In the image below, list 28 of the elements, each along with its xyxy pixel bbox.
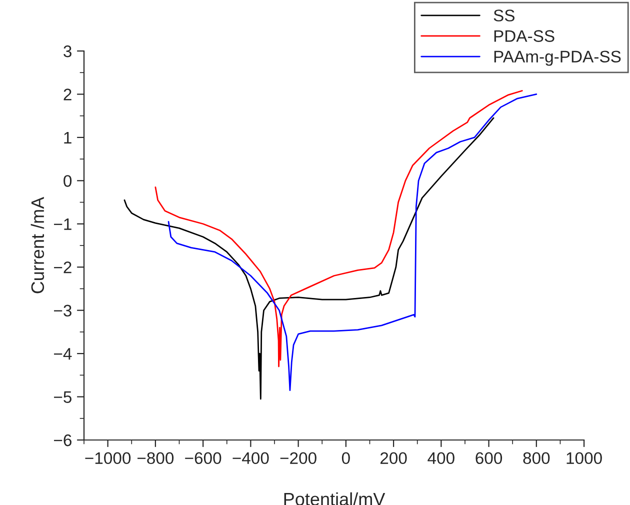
x-tick-label: 1000 — [566, 452, 602, 464]
x-tick-label: 0 — [342, 452, 350, 464]
x-tick-label: −600 — [185, 452, 222, 464]
y-tick-label: −5 — [54, 391, 72, 403]
y-axis-title: Current /mA — [30, 196, 44, 294]
y-tick-label: −6 — [54, 434, 72, 446]
x-tick-label: −200 — [280, 452, 316, 464]
y-tick-label: −2 — [54, 262, 72, 274]
y-tick-label: 2 — [64, 88, 72, 100]
y-tick-label: −3 — [54, 304, 72, 317]
y-tick-label: 0 — [64, 175, 72, 187]
x-tick-label: −800 — [137, 452, 174, 464]
legend-label: SS — [494, 10, 514, 22]
line-series — [154, 90, 523, 368]
legend-label: PDA-SS — [494, 30, 554, 42]
line-series — [124, 117, 494, 400]
x-tick-label: 800 — [523, 452, 550, 464]
y-tick-label: −4 — [54, 348, 72, 360]
x-tick-label: 400 — [428, 452, 454, 464]
line-series — [168, 94, 538, 391]
x-tick-label: −1000 — [85, 452, 131, 464]
x-tick-label: 200 — [380, 452, 407, 464]
y-tick-label: 1 — [64, 132, 72, 144]
y-tick-label: 3 — [64, 45, 72, 58]
x-tick-label: −400 — [232, 452, 269, 464]
y-tick-label: −1 — [54, 218, 72, 230]
x-tick-label: 600 — [476, 452, 502, 464]
legend-label: PAAm-g-PDA-SS — [494, 50, 621, 66]
